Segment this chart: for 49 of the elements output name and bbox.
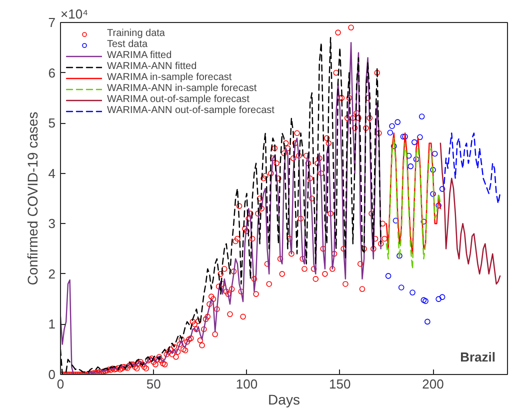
legend-label: Training data xyxy=(107,28,165,39)
point xyxy=(398,284,404,290)
point xyxy=(424,318,430,325)
point xyxy=(418,114,425,120)
legend-label: WARIMA in-sample forecast xyxy=(107,72,232,83)
point xyxy=(408,163,414,170)
x-tick-label: 150 xyxy=(329,376,351,392)
point xyxy=(390,143,397,150)
point xyxy=(396,252,402,259)
point xyxy=(417,134,423,140)
text: ×10⁴ xyxy=(60,6,88,22)
x-tick-label: 100 xyxy=(236,376,258,392)
line-series xyxy=(440,142,501,285)
y-tick-label: 6 xyxy=(48,65,56,80)
point xyxy=(422,298,428,304)
y-tick-label: 3 xyxy=(48,216,56,232)
line-series xyxy=(444,132,501,204)
point xyxy=(430,191,436,197)
legend-label: WARIMA fitted xyxy=(107,50,172,61)
y-tick-label: 0 xyxy=(48,367,56,382)
point xyxy=(432,150,438,157)
point xyxy=(413,156,420,162)
point xyxy=(439,294,446,300)
point xyxy=(436,202,442,208)
y-tick-label: 5 xyxy=(48,116,56,131)
y-tick-label: 1 xyxy=(48,316,56,332)
annotation: Brazil xyxy=(460,350,496,364)
x-axis-title: Days xyxy=(268,392,300,408)
y-axis-title: Confirmed COVID-19 cases xyxy=(24,112,40,286)
point xyxy=(410,290,416,296)
point xyxy=(385,273,392,279)
legend-label: Test data xyxy=(107,39,148,50)
point xyxy=(387,130,394,136)
point xyxy=(389,123,395,129)
x-tick-label: 50 xyxy=(146,376,161,392)
y-tick-label: 2 xyxy=(48,266,56,282)
y-tick-label: 7 xyxy=(48,15,56,30)
point xyxy=(394,119,401,125)
legend-label: WARIMA-ANN in-sample forecast xyxy=(107,83,257,94)
legend-label: WARIMA-ANN out-of-sample forecast xyxy=(107,105,274,116)
legend-label: WARIMA out-of-sample forecast xyxy=(107,94,250,105)
y-tick-label: 4 xyxy=(48,166,56,181)
legend-label: WARIMA-ANN fitted xyxy=(107,61,197,72)
point xyxy=(430,166,436,173)
point xyxy=(411,139,418,146)
point xyxy=(439,186,446,192)
x-tick-label: 200 xyxy=(422,376,444,392)
point xyxy=(420,297,427,303)
point xyxy=(436,296,442,302)
